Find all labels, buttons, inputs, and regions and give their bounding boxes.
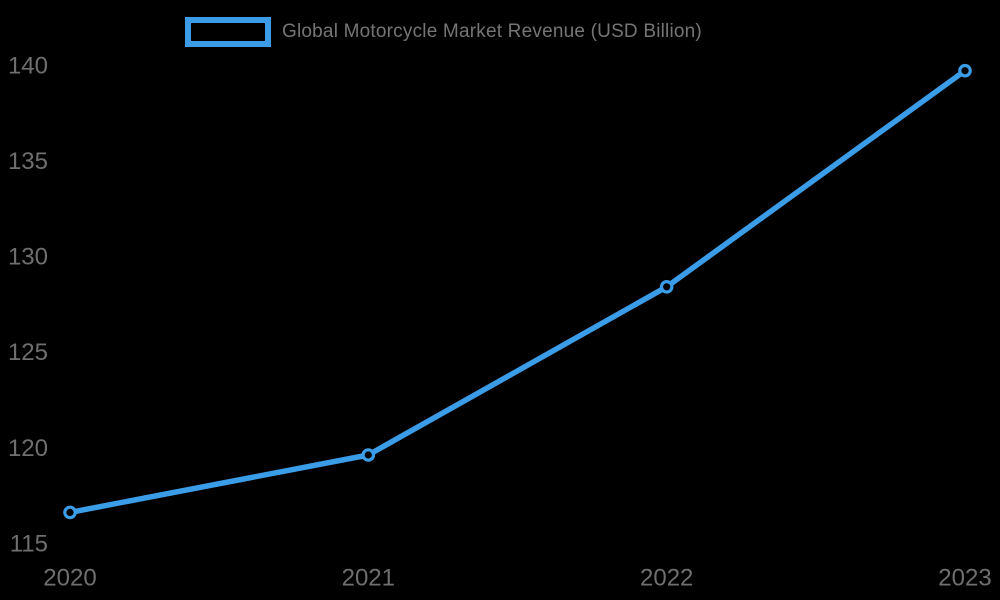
revenue-line: [67, 67, 968, 516]
data-point-marker: [63, 505, 77, 520]
legend-swatch: [185, 17, 271, 47]
x-tick-label: 2022: [640, 564, 693, 591]
y-tick-label: 140: [8, 52, 48, 79]
x-tick-label: 2020: [43, 564, 96, 591]
data-point-marker: [659, 279, 674, 294]
y-tick-label: 115: [10, 530, 48, 557]
data-point-marker: [361, 448, 376, 462]
y-tick-label: 120: [8, 435, 48, 462]
y-tick-label: 130: [8, 244, 48, 271]
x-tick-label: 2023: [938, 564, 991, 591]
data-point-marker: [958, 63, 972, 78]
x-tick-label: 2021: [342, 564, 395, 591]
legend-label: Global Motorcycle Market Revenue (USD Bi…: [282, 21, 702, 42]
y-tick-label: 125: [8, 339, 48, 366]
legend: Global Motorcycle Market Revenue (USD Bi…: [185, 17, 702, 47]
y-tick-label: 135: [8, 148, 48, 175]
